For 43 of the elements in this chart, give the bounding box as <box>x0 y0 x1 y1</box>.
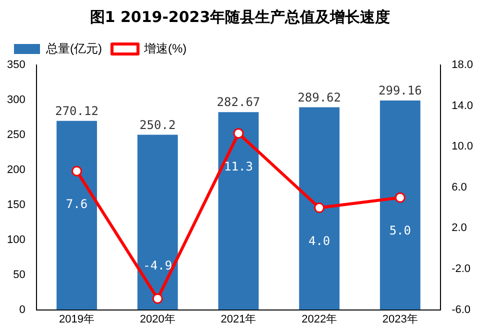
point <box>72 166 82 176</box>
y-tick-label: 50 <box>13 268 26 281</box>
chart-title: 图1 2019-2023年随县生产总值及增长速度 <box>88 8 392 27</box>
data-label: 289.62 <box>298 90 341 104</box>
data-label: 5.0 <box>389 224 412 238</box>
data-label: 4.0 <box>308 234 330 248</box>
y-tick-label: 0 <box>19 304 26 316</box>
point <box>394 192 406 203</box>
y-tick-label: 250 <box>6 128 26 141</box>
data-label: 250.2 <box>140 118 176 132</box>
bar <box>137 134 178 310</box>
y2-tick-label: 18.0 <box>452 59 474 72</box>
x-tick-label: 2021年 <box>220 313 256 326</box>
x-tick-label: 2020年 <box>140 313 176 326</box>
data-label: 299.16 <box>378 84 422 98</box>
data-label: 270.12 <box>55 104 98 118</box>
y-tick-label: 350 <box>6 59 26 72</box>
y-tick-label: 150 <box>6 198 26 211</box>
y2-tick-label: 14.0 <box>452 100 474 112</box>
data-label: 11.3 <box>224 159 253 174</box>
y-tick-label: 200 <box>6 164 26 176</box>
y2-tick-label: 2.0 <box>452 222 467 234</box>
x-tick-label: 2019年 <box>59 313 95 326</box>
bar <box>218 112 259 310</box>
point <box>314 202 325 214</box>
point <box>152 293 163 304</box>
data-label: -4.9 <box>143 258 172 273</box>
bar <box>299 107 340 310</box>
y-tick-label: 300 <box>6 94 26 106</box>
y2-tick-label: -2.0 <box>452 263 471 276</box>
bar <box>56 120 97 310</box>
y-tick-label: 100 <box>6 234 26 246</box>
data-label: 282.67 <box>216 95 260 110</box>
y2-tick-label: -6.0 <box>452 304 471 316</box>
bar <box>380 100 420 310</box>
legend-label: 总量(亿元) <box>45 41 102 56</box>
point <box>233 128 244 139</box>
data-label: 7.6 <box>66 197 88 212</box>
y2-tick-label: 6.0 <box>452 181 467 194</box>
legend-label: 增速(%) <box>142 41 187 56</box>
x-tick-label: 2023年 <box>382 313 418 326</box>
x-tick-label: 2022年 <box>302 313 338 326</box>
y2-tick-label: 10.0 <box>452 140 474 153</box>
